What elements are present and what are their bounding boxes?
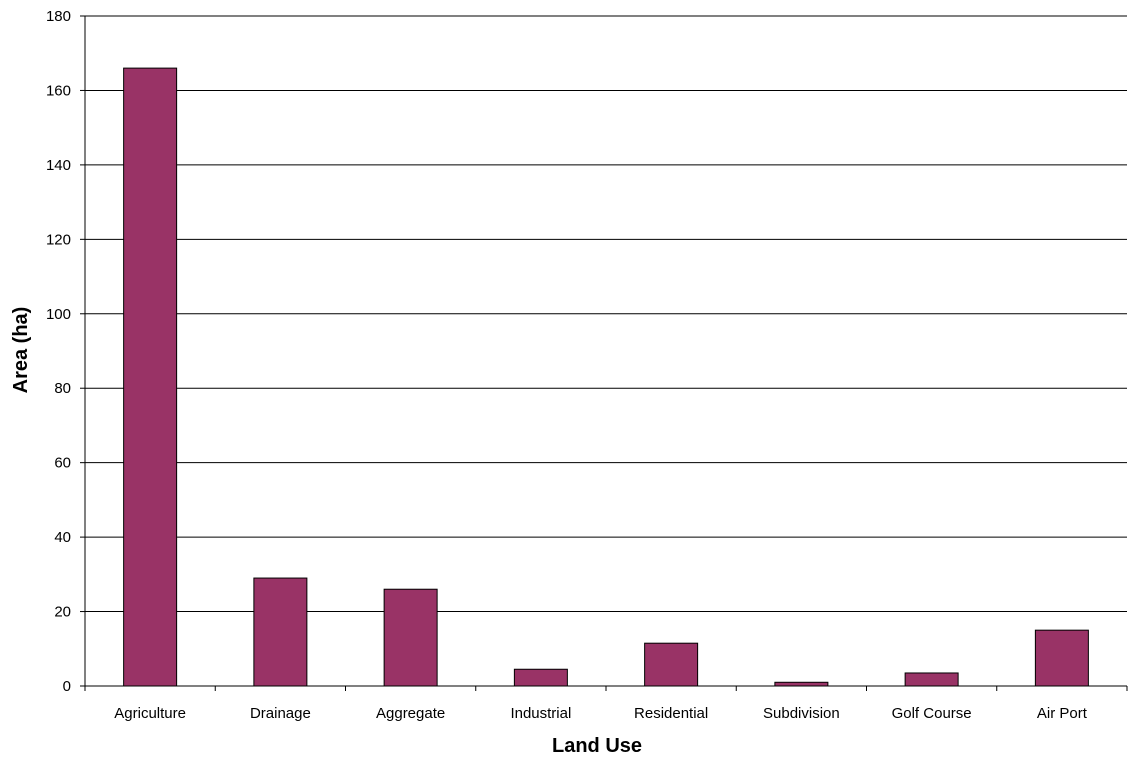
x-tick-label: Industrial — [510, 705, 571, 722]
bar-golf-course — [904, 672, 959, 687]
y-tick-label: 0 — [63, 678, 71, 695]
bar-air-port — [1034, 629, 1089, 687]
y-tick-label: 60 — [54, 455, 71, 472]
y-tick-label: 100 — [46, 306, 71, 323]
y-tick-label: 80 — [54, 380, 71, 397]
x-tick-label: Golf Course — [892, 705, 972, 722]
x-tick-label: Drainage — [250, 705, 311, 722]
x-tick-label: Residential — [634, 705, 708, 722]
y-tick-label: 160 — [46, 82, 71, 99]
bar-drainage — [253, 577, 308, 687]
x-tick-label: Subdivision — [763, 705, 840, 722]
bar-aggregate — [383, 588, 438, 687]
x-tick-label: Air Port — [1037, 705, 1088, 722]
y-tick-label: 140 — [46, 157, 71, 174]
y-axis-title: Area (ha) — [10, 307, 32, 394]
y-tick-label: 20 — [54, 604, 71, 621]
bar-residential — [644, 642, 699, 687]
y-tick-label: 180 — [46, 8, 71, 25]
x-axis-title: Land Use — [552, 735, 642, 757]
x-tick-labels: Agriculture Drainage Aggregate Industrial Re… — [114, 705, 1087, 722]
axes — [80, 15, 1128, 691]
y-tick-labels: 0 20 40 60 80 100 120 140 160 180 — [46, 8, 71, 695]
y-tick-label: 40 — [54, 529, 71, 546]
x-tick-label: Aggregate — [376, 705, 445, 722]
bar-agriculture — [123, 67, 178, 687]
bar-subdivision — [774, 681, 829, 687]
x-tick-label: Agriculture — [114, 705, 186, 722]
bar-industrial — [513, 668, 568, 687]
bars — [123, 67, 1089, 687]
y-tick-label: 120 — [46, 231, 71, 248]
gridlines — [85, 15, 1127, 613]
